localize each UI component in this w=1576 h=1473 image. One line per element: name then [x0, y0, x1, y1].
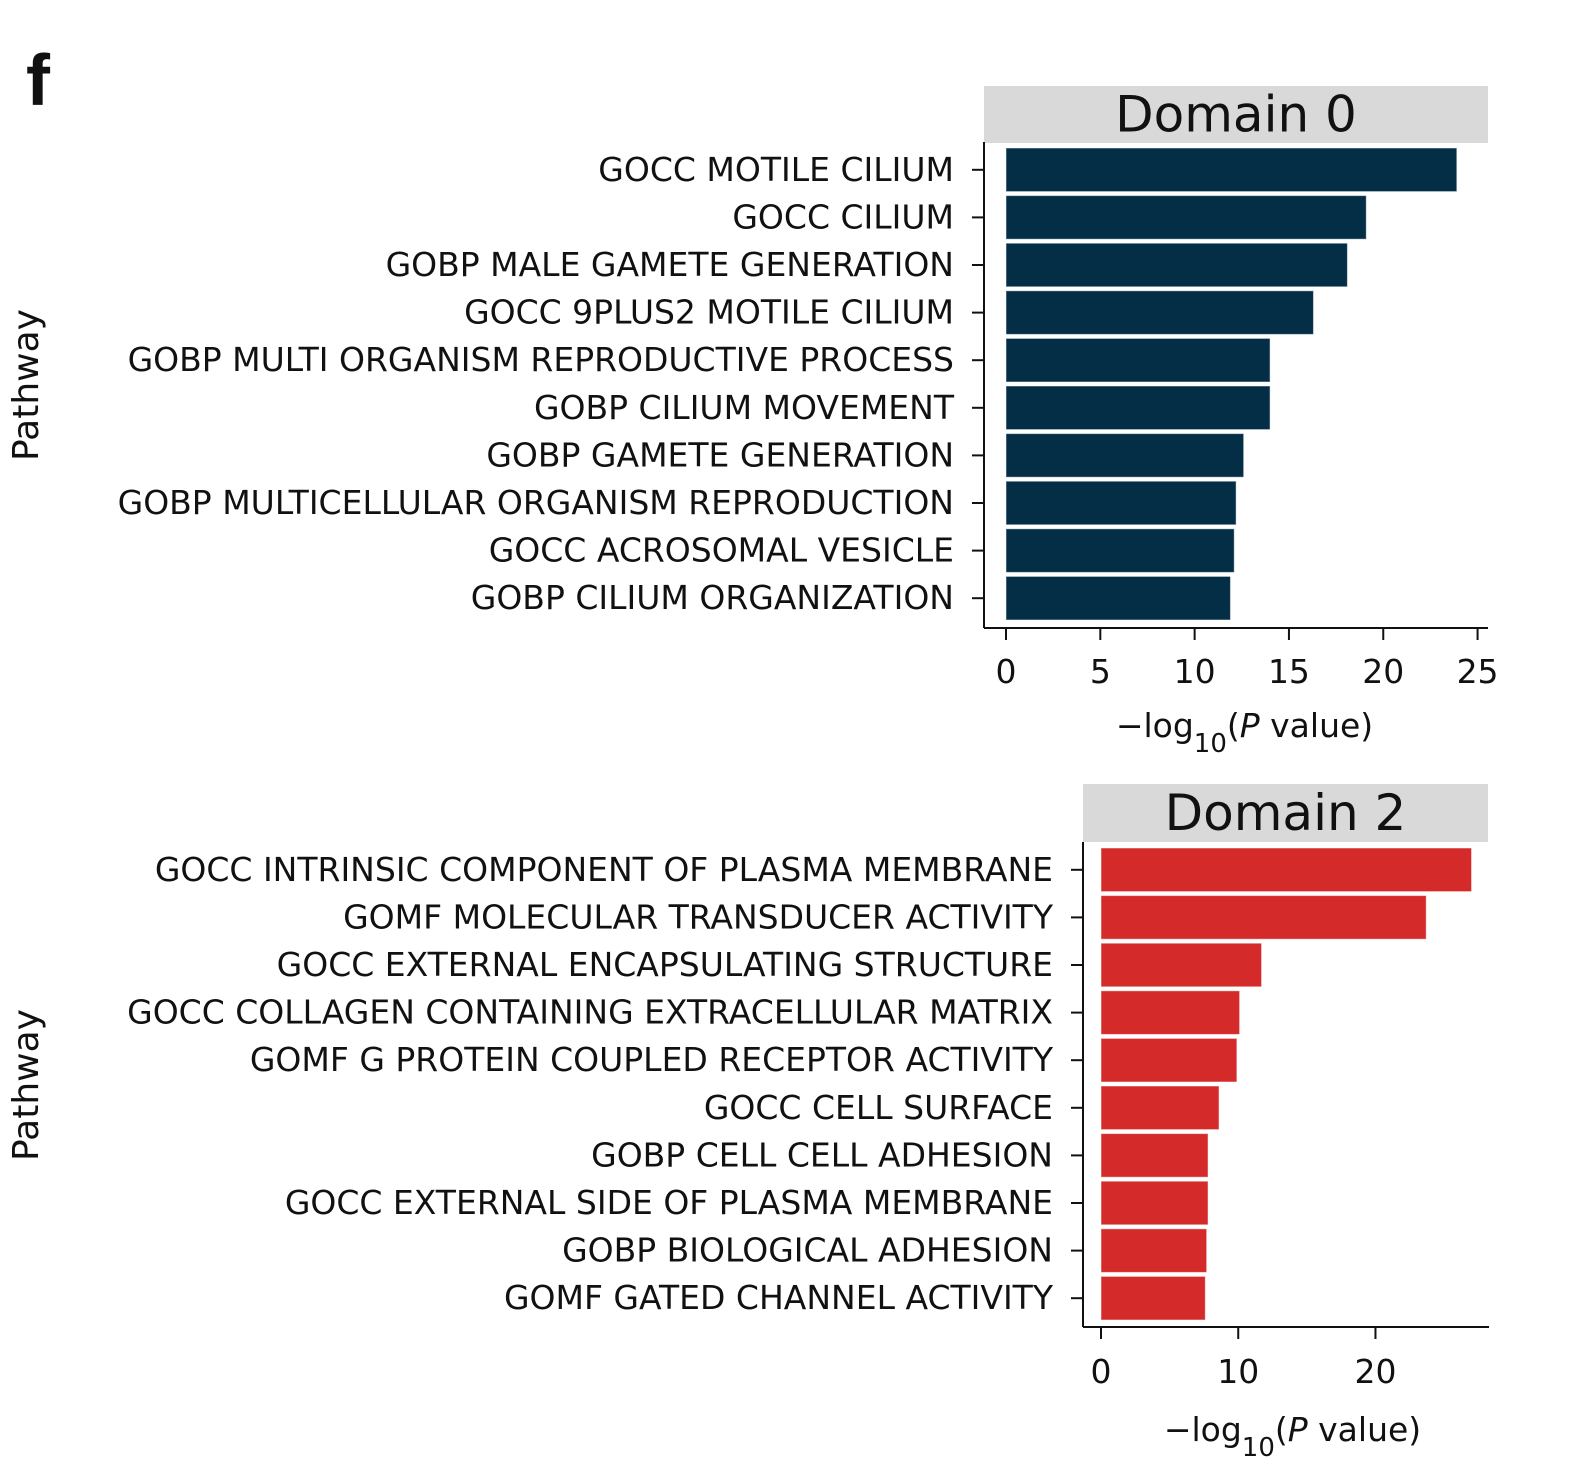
y-tick-label: GOCC EXTERNAL SIDE OF PLASMA MEMBRANE	[285, 1183, 1053, 1222]
bar-1	[1100, 847, 1473, 893]
x-tick-label: 5	[1090, 652, 1111, 691]
y-tick-label: GOBP MALE GAMETE GENERATION	[386, 245, 954, 284]
y-tick-label: GOMF GATED CHANNEL ACTIVITY	[504, 1278, 1054, 1317]
bar-3	[1005, 242, 1348, 288]
y-tick-label: GOBP GAMETE GENERATION	[486, 435, 954, 474]
panel-letter: f	[26, 41, 50, 121]
y-tick-label: GOBP CILIUM ORGANIZATION	[471, 578, 954, 617]
y-tick-label: GOMF G PROTEIN COUPLED RECEPTOR ACTIVITY	[250, 1040, 1054, 1079]
facet-strip	[984, 86, 1488, 143]
y-tick-label: GOCC CELL SURFACE	[704, 1088, 1053, 1127]
facet-title: Domain 0	[1115, 86, 1357, 144]
bar-10	[1005, 575, 1231, 621]
y-tick-label: GOCC INTRINSIC COMPONENT OF PLASMA MEMBR…	[155, 850, 1053, 889]
y-tick-label: GOBP MULTI ORGANISM REPRODUCTIVE PROCESS	[128, 340, 954, 379]
y-axis-label: Pathway	[6, 309, 47, 461]
facet-strip	[1083, 784, 1488, 842]
bar-4	[1005, 290, 1314, 335]
y-tick-label: GOBP BIOLOGICAL ADHESION	[562, 1231, 1053, 1270]
bar-2	[1005, 195, 1367, 240]
bar-10	[1100, 1275, 1206, 1321]
y-tick-label: GOBP MULTICELLULAR ORGANISM REPRODUCTION	[118, 483, 954, 522]
bar-8	[1005, 480, 1237, 526]
x-axis-label: −log10(P value)	[1164, 1410, 1421, 1463]
bar-3	[1100, 942, 1263, 988]
x-tick-label: 20	[1354, 1352, 1396, 1391]
y-tick-label: GOCC COLLAGEN CONTAINING EXTRACELLULAR M…	[127, 993, 1053, 1032]
facet-title: Domain 2	[1165, 784, 1407, 842]
bar-7	[1100, 1133, 1209, 1178]
x-tick-label: 20	[1362, 652, 1404, 691]
y-tick-label: GOCC CILIUM	[732, 197, 954, 236]
x-tick-label: 0	[1091, 1352, 1112, 1391]
bar-2	[1100, 895, 1427, 940]
y-tick-label: GOBP CELL CELL ADHESION	[591, 1135, 1053, 1174]
bar-5	[1100, 1037, 1238, 1083]
y-tick-label: GOCC ACROSOMAL VESICLE	[489, 531, 954, 570]
x-tick-label: 10	[1174, 652, 1216, 691]
y-tick-label: GOCC EXTERNAL ENCAPSULATING STRUCTURE	[277, 945, 1053, 984]
y-tick-label: GOCC MOTILE CILIUM	[598, 150, 954, 189]
bar-6	[1005, 385, 1271, 431]
bar-6	[1100, 1085, 1220, 1131]
bar-9	[1005, 528, 1235, 573]
y-tick-label: GOMF MOLECULAR TRANSDUCER ACTIVITY	[343, 897, 1054, 936]
bar-5	[1005, 337, 1271, 383]
bar-1	[1005, 147, 1458, 193]
bar-7	[1005, 433, 1245, 478]
y-tick-label: GOCC 9PLUS2 MOTILE CILIUM	[464, 293, 954, 332]
x-axis-label: −log10(P value)	[1116, 706, 1373, 759]
bar-8	[1100, 1180, 1209, 1226]
bar-4	[1100, 990, 1241, 1035]
x-tick-label: 10	[1217, 1352, 1259, 1391]
x-tick-label: 15	[1268, 652, 1310, 691]
bar-9	[1100, 1228, 1208, 1273]
x-tick-label: 25	[1457, 652, 1499, 691]
y-axis-label: Pathway	[6, 1009, 47, 1161]
y-tick-label: GOBP CILIUM MOVEMENT	[534, 388, 955, 427]
x-tick-label: 0	[996, 652, 1017, 691]
